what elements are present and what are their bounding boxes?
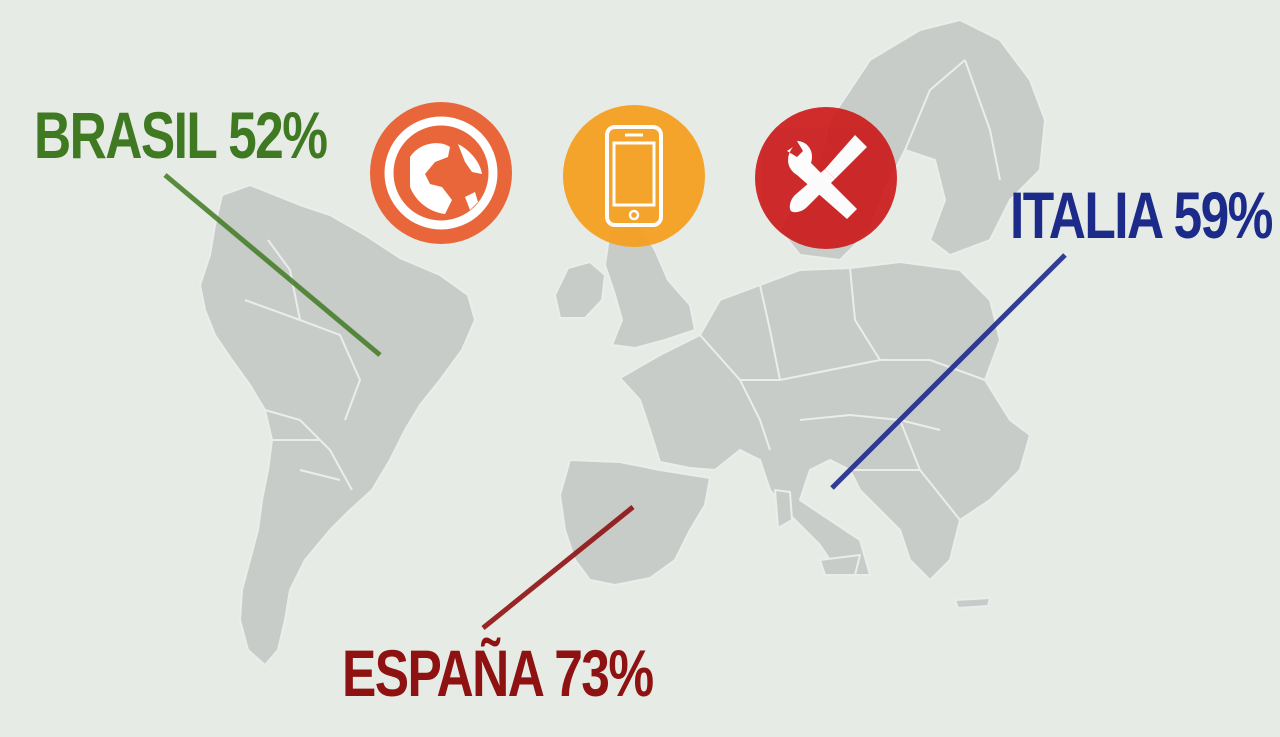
crete-landmass (954, 597, 991, 609)
great-britain-landmass (604, 224, 696, 349)
tools-icon (755, 107, 897, 249)
scandinavia-borders (904, 59, 1001, 181)
smartphone-icon (563, 105, 705, 247)
sardinia-landmass (774, 489, 793, 529)
italia-pointer-line (830, 253, 1067, 490)
europe-borders (699, 267, 986, 521)
mainland-europe-landmass (619, 261, 1031, 581)
espana-label: ESPAÑA 73% (342, 636, 654, 710)
globe-icon (370, 102, 512, 244)
espana-pointer-line (481, 505, 635, 630)
italia-label: ITALIA 59% (1010, 178, 1273, 252)
brasil-pointer-line (163, 173, 382, 357)
brasil-label: BRASIL 52% (34, 98, 328, 172)
south-america-borders (244, 239, 362, 491)
sicily-landmass (819, 554, 861, 576)
south-america-landmass (199, 184, 476, 666)
iberia-landmass (559, 459, 711, 586)
ireland-landmass (554, 261, 606, 319)
